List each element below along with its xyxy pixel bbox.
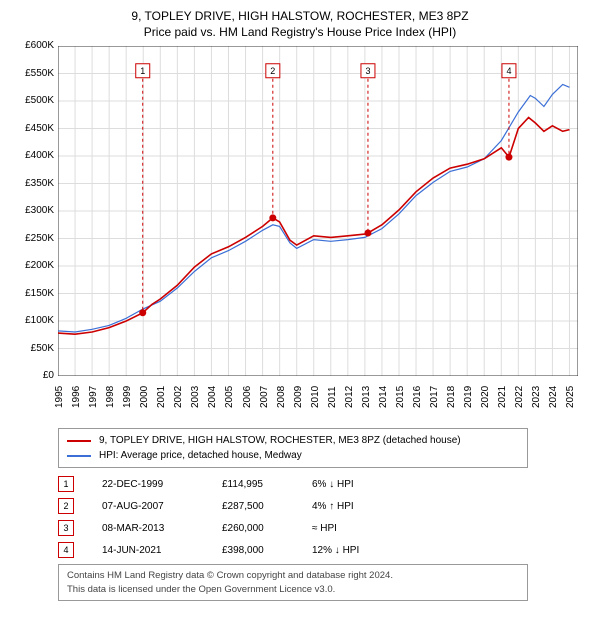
title-line-2: Price paid vs. HM Land Registry's House … bbox=[10, 24, 590, 40]
legend-item: 9, TOPLEY DRIVE, HIGH HALSTOW, ROCHESTER… bbox=[67, 433, 519, 448]
y-axis-label: £400K bbox=[10, 150, 54, 161]
x-axis-label: 2006 bbox=[242, 386, 253, 408]
x-axis-label: 2001 bbox=[156, 386, 167, 408]
legend-label: HPI: Average price, detached house, Medw… bbox=[99, 448, 302, 463]
x-axis-label: 1997 bbox=[88, 386, 99, 408]
x-axis-label: 2024 bbox=[548, 386, 559, 408]
legend-swatch bbox=[67, 455, 91, 457]
transaction-hpi-diff: 12% ↓ HPI bbox=[312, 545, 422, 556]
transaction-marker-number: 3 bbox=[58, 520, 74, 536]
transaction-price: £114,995 bbox=[222, 479, 312, 490]
legend-item: HPI: Average price, detached house, Medw… bbox=[67, 448, 519, 463]
y-axis-label: £300K bbox=[10, 205, 54, 216]
transaction-row: 3 08-MAR-2013£260,000≈ HPI bbox=[58, 520, 528, 536]
transaction-date: 08-MAR-2013 bbox=[102, 523, 222, 534]
x-axis-label: 2020 bbox=[480, 386, 491, 408]
x-axis-label: 2010 bbox=[310, 386, 321, 408]
x-axis-label: 2013 bbox=[361, 386, 372, 408]
transactions-table: 1 22-DEC-1999£114,9956% ↓ HPI 2 07-AUG-2007… bbox=[58, 476, 528, 558]
x-axis-label: 2012 bbox=[344, 386, 355, 408]
y-axis-label: £500K bbox=[10, 95, 54, 106]
x-axis-label: 2021 bbox=[497, 386, 508, 408]
transaction-price: £287,500 bbox=[222, 501, 312, 512]
chart-area: 1 2 3 4 £0 £50K £100K £150K £200K £250K £300K £350… bbox=[10, 46, 590, 418]
y-axis-label: £50K bbox=[10, 343, 54, 354]
x-axis-label: 2025 bbox=[565, 386, 576, 408]
title-line-1: 9, TOPLEY DRIVE, HIGH HALSTOW, ROCHESTER… bbox=[10, 8, 590, 24]
legend-swatch bbox=[67, 440, 91, 442]
x-axis-label: 1996 bbox=[71, 386, 82, 408]
y-axis-label: £550K bbox=[10, 68, 54, 79]
transaction-date: 22-DEC-1999 bbox=[102, 479, 222, 490]
legend-box: 9, TOPLEY DRIVE, HIGH HALSTOW, ROCHESTER… bbox=[58, 428, 528, 468]
x-axis-label: 1995 bbox=[54, 386, 65, 408]
transaction-date: 14-JUN-2021 bbox=[102, 545, 222, 556]
svg-text:2: 2 bbox=[270, 66, 275, 76]
svg-text:1: 1 bbox=[140, 66, 145, 76]
y-axis-label: £100K bbox=[10, 315, 54, 326]
y-axis-label: £150K bbox=[10, 288, 54, 299]
x-axis-label: 2009 bbox=[293, 386, 304, 408]
footer-line-2: This data is licensed under the Open Gov… bbox=[67, 583, 519, 596]
x-axis-label: 2002 bbox=[173, 386, 184, 408]
transaction-marker-number: 2 bbox=[58, 498, 74, 514]
x-axis-label: 2014 bbox=[378, 386, 389, 408]
x-axis-label: 2016 bbox=[412, 386, 423, 408]
y-axis-label: £250K bbox=[10, 233, 54, 244]
y-axis-label: £0 bbox=[10, 370, 54, 381]
x-axis-label: 2003 bbox=[190, 386, 201, 408]
y-axis-label: £600K bbox=[10, 40, 54, 51]
transaction-date: 07-AUG-2007 bbox=[102, 501, 222, 512]
x-axis-label: 2023 bbox=[531, 386, 542, 408]
y-axis-label: £450K bbox=[10, 123, 54, 134]
x-axis-label: 2011 bbox=[327, 387, 338, 409]
page-root: 9, TOPLEY DRIVE, HIGH HALSTOW, ROCHESTER… bbox=[0, 0, 600, 620]
x-axis-label: 2004 bbox=[207, 386, 218, 408]
transaction-row: 4 14-JUN-2021£398,00012% ↓ HPI bbox=[58, 542, 528, 558]
x-axis-label: 2007 bbox=[259, 386, 270, 408]
transaction-hpi-diff: 4% ↑ HPI bbox=[312, 501, 422, 512]
chart-title-block: 9, TOPLEY DRIVE, HIGH HALSTOW, ROCHESTER… bbox=[10, 8, 590, 40]
transaction-row: 2 07-AUG-2007£287,5004% ↑ HPI bbox=[58, 498, 528, 514]
x-axis-label: 2005 bbox=[224, 386, 235, 408]
transaction-hpi-diff: 6% ↓ HPI bbox=[312, 479, 422, 490]
svg-text:4: 4 bbox=[506, 66, 511, 76]
x-axis-label: 2015 bbox=[395, 386, 406, 408]
x-axis-label: 2018 bbox=[446, 386, 457, 408]
transaction-row: 1 22-DEC-1999£114,9956% ↓ HPI bbox=[58, 476, 528, 492]
x-axis-label: 2022 bbox=[514, 386, 525, 408]
footer-attribution: Contains HM Land Registry data © Crown c… bbox=[58, 564, 528, 601]
x-axis-label: 2019 bbox=[463, 386, 474, 408]
x-axis-label: 1998 bbox=[105, 386, 116, 408]
svg-text:3: 3 bbox=[365, 66, 370, 76]
y-axis-label: £200K bbox=[10, 260, 54, 271]
x-axis-label: 2017 bbox=[429, 386, 440, 408]
transaction-price: £260,000 bbox=[222, 523, 312, 534]
x-axis-label: 1999 bbox=[122, 386, 133, 408]
transaction-price: £398,000 bbox=[222, 545, 312, 556]
transaction-marker-number: 1 bbox=[58, 476, 74, 492]
y-axis-label: £350K bbox=[10, 178, 54, 189]
footer-line-1: Contains HM Land Registry data © Crown c… bbox=[67, 569, 519, 582]
transaction-hpi-diff: ≈ HPI bbox=[312, 523, 422, 534]
transaction-marker-number: 4 bbox=[58, 542, 74, 558]
x-axis-label: 2008 bbox=[276, 386, 287, 408]
legend-label: 9, TOPLEY DRIVE, HIGH HALSTOW, ROCHESTER… bbox=[99, 433, 461, 448]
x-axis-label: 2000 bbox=[139, 386, 150, 408]
line-chart-svg: 1 2 3 4 bbox=[58, 46, 578, 376]
